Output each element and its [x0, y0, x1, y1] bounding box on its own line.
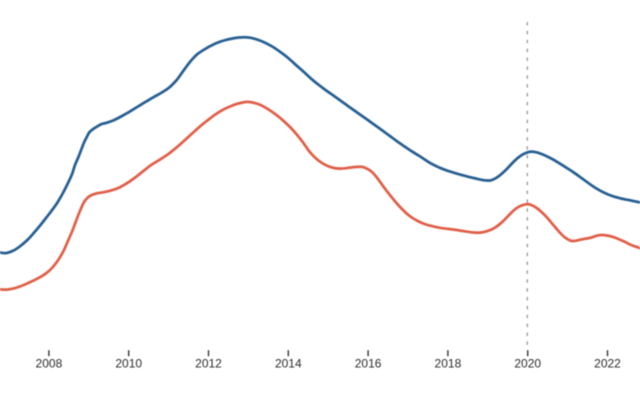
svg-text:2022: 2022	[594, 357, 621, 371]
svg-text:2018: 2018	[435, 357, 462, 371]
svg-text:2010: 2010	[115, 357, 142, 371]
svg-text:2016: 2016	[355, 357, 382, 371]
svg-text:2012: 2012	[195, 357, 222, 371]
svg-text:2014: 2014	[275, 357, 302, 371]
svg-text:2008: 2008	[36, 357, 63, 371]
svg-text:2020: 2020	[514, 357, 541, 371]
